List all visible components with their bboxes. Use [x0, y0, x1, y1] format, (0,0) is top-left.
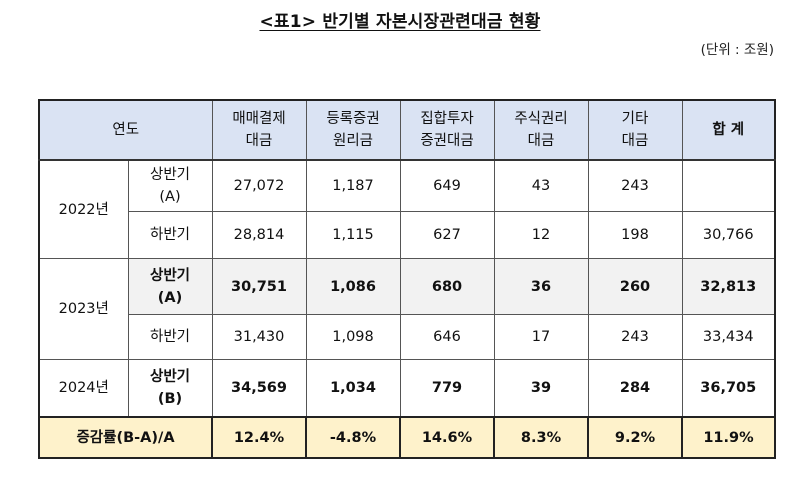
change-rate-row: 증감률(B-A)/A 12.4% -4.8% 14.6% 8.3% 9.2% 1…: [38, 416, 776, 459]
rate-cell: 14.6%: [399, 416, 495, 459]
value-cell: 779: [399, 359, 495, 418]
value-cell: 260: [587, 258, 683, 315]
change-rate-label: 증감률(B-A)/A: [38, 416, 213, 459]
value-cell: 39: [493, 359, 589, 418]
value-cell: 12: [493, 211, 589, 259]
half-cell: 상반기 (A): [127, 258, 213, 315]
half-cell: 하반기: [127, 314, 213, 360]
table-row: 하반기 31,430 1,098 646 17 243 33,434: [39, 314, 776, 360]
value-cell: 680: [399, 258, 495, 315]
capital-market-table: 연도 매매결제 대금 등록증권 원리금 집합투자 증권대금 주식권리 대금 기타 대금 합…: [38, 99, 776, 459]
value-cell: 1,187: [305, 159, 401, 212]
half-cell: 상반기 (A): [127, 159, 213, 212]
value-cell: 243: [587, 159, 683, 212]
value-cell: 627: [399, 211, 495, 259]
value-cell: 34,569: [211, 359, 307, 418]
value-cell: 30,766: [681, 211, 776, 259]
value-cell: 33,434: [681, 314, 776, 360]
half-cell: 상반기 (B): [127, 359, 213, 418]
rate-cell: 11.9%: [681, 416, 776, 459]
header-settlement: 매매결제 대금: [211, 99, 307, 161]
header-fund: 집합투자 증권대금: [399, 99, 495, 161]
header-registered: 등록증권 원리금: [305, 99, 401, 161]
table-row: 2023년 상반기 (A) 30,751 1,086 680 36 260 32,…: [38, 258, 776, 360]
value-cell: 646: [399, 314, 495, 360]
value-cell: 198: [587, 211, 683, 259]
value-cell: 30,751: [211, 258, 307, 315]
value-cell: 649: [399, 159, 495, 212]
value-cell: 31,430: [211, 314, 307, 360]
value-cell: 27,072: [211, 159, 307, 212]
year-cell: 2023년: [38, 258, 129, 360]
value-cell: 28,814: [211, 211, 307, 259]
value-cell: 36: [493, 258, 589, 315]
table-row: 2022년 상반기 (A) 27,072 1,187 649 43 243: [38, 159, 776, 259]
value-cell: 1,086: [305, 258, 401, 315]
header-row: 연도 매매결제 대금 등록증권 원리금 집합투자 증권대금 주식권리 대금 기타 대금 합…: [38, 99, 776, 161]
value-cell: [681, 159, 776, 212]
value-cell: 1,098: [305, 314, 401, 360]
value-cell: 32,813: [681, 258, 776, 315]
year-cell: 2024년: [38, 359, 129, 418]
value-cell: 43: [493, 159, 589, 212]
table-title: <표1> 반기별 자본시장관련대금 현황: [259, 12, 541, 32]
header-rights: 주식권리 대금: [493, 99, 589, 161]
value-cell: 284: [587, 359, 683, 418]
value-cell: 1,115: [305, 211, 401, 259]
value-cell: 243: [587, 314, 683, 360]
table-row: 하반기 28,814 1,115 627 12 198 30,766: [39, 211, 776, 259]
header-total: 합 계: [681, 99, 776, 161]
header-other: 기타 대금: [587, 99, 683, 161]
value-cell: 1,034: [305, 359, 401, 418]
rate-cell: 12.4%: [211, 416, 307, 459]
rate-cell: 8.3%: [493, 416, 589, 459]
unit-note: (단위 : 조원): [700, 42, 774, 58]
rate-cell: 9.2%: [587, 416, 683, 459]
header-year: 연도: [38, 99, 213, 161]
half-cell: 하반기: [127, 211, 213, 259]
table-row: 2024년 상반기 (B) 34,569 1,034 779 39 284 36,…: [38, 359, 776, 418]
value-cell: 17: [493, 314, 589, 360]
rate-cell: -4.8%: [305, 416, 401, 459]
year-cell: 2022년: [38, 159, 129, 259]
value-cell: 36,705: [681, 359, 776, 418]
